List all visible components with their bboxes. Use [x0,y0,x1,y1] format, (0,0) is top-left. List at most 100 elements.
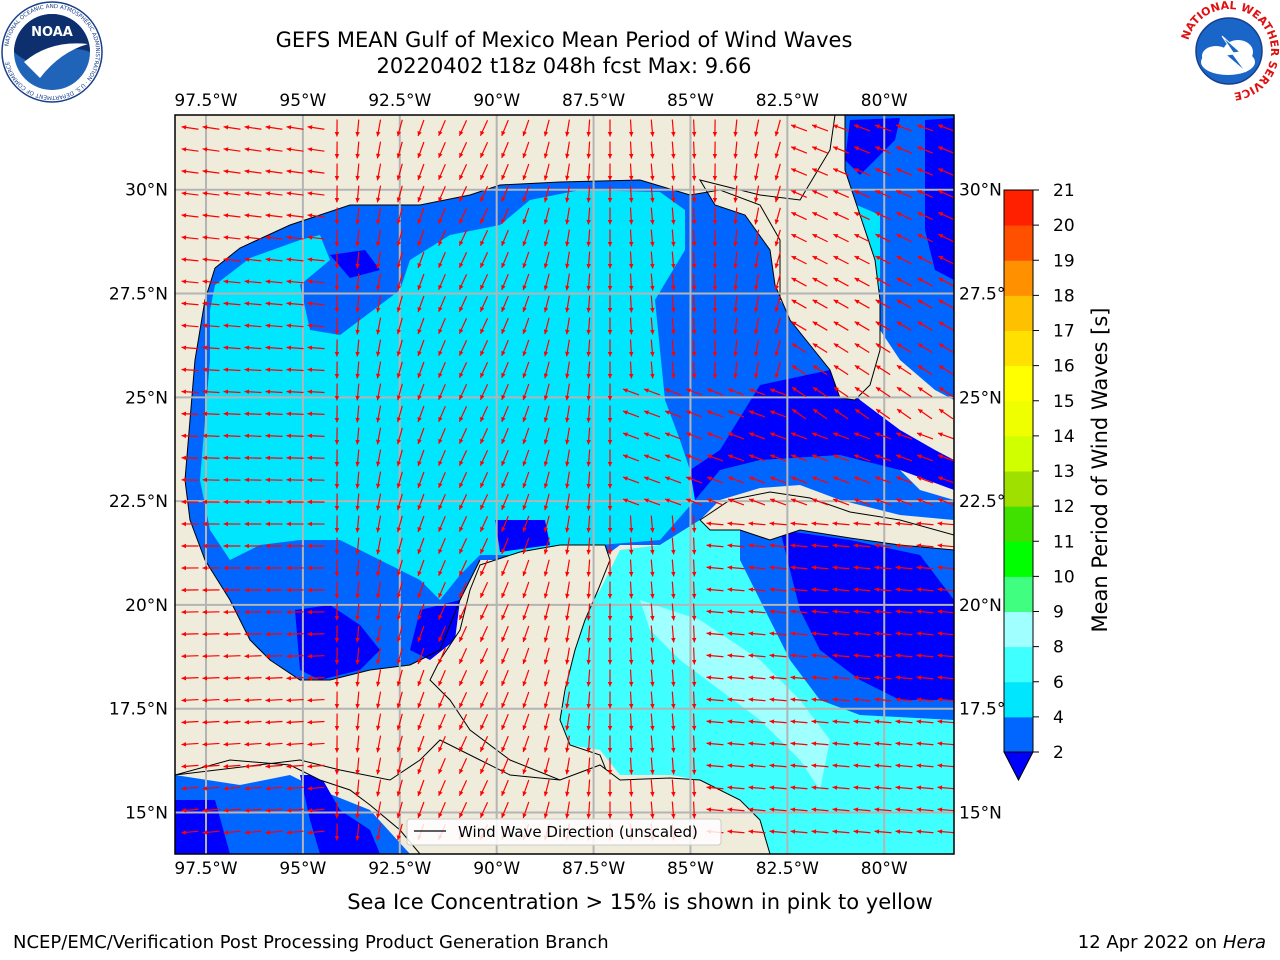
wave-arrow [501,779,509,797]
wave-arrow [628,603,634,621]
map-frame [174,114,955,855]
wave-arrow [790,498,808,506]
wave-arrow [917,408,933,420]
wave-arrow [202,455,220,461]
wave-arrow [586,559,591,577]
wave-arrow [479,648,489,664]
wave-arrow [202,764,220,769]
wave-arrow [811,741,829,746]
wave-arrow [706,432,724,440]
wave-arrow [265,521,283,527]
colorbar-tick-label: 11 [1053,532,1075,552]
wave-arrow [458,472,468,488]
wave-arrow [874,454,892,462]
wave-arrow [417,625,425,643]
wave-arrow [244,609,262,615]
wave-arrow [522,207,530,225]
wave-arrow [286,191,304,196]
wave-arrow [916,609,934,614]
wave-arrow [691,713,697,731]
lon-tick-label: 80°W [861,91,908,111]
wave-arrow [334,339,340,357]
wave-arrow [501,273,509,291]
wave-arrow [244,499,262,505]
lat-tick-label: 20°N [959,596,1002,616]
wave-arrow [875,233,891,243]
wave-arrow [244,455,262,461]
wave-arrow [937,631,954,636]
wave-arrow [586,735,591,753]
wave-arrow [244,719,262,725]
wave-arrow [522,713,530,731]
wave-arrow [202,631,220,637]
wave-arrow [543,669,550,687]
wave-arrow [671,713,676,731]
wave-arrow [501,163,509,181]
wave-arrow [671,559,676,577]
wave-arrow [811,521,829,526]
wave-arrow [727,763,745,768]
wave-arrow [875,343,891,353]
wave-arrow [417,141,425,159]
wave-arrow [727,498,745,506]
wave-arrow [565,295,570,313]
wave-arrow [265,323,283,328]
wave-arrow [355,801,360,819]
wave-arrow [223,830,241,835]
wave-arrow [181,191,199,196]
colorbar-label: Mean Period of Wind Waves [s] [1088,308,1112,633]
wave-arrow [501,361,509,379]
wave-arrow [811,785,829,790]
wave-arrow [832,432,850,440]
wave-arrow [916,587,934,592]
wave-arrow [896,211,912,221]
wave-arrow [376,405,382,423]
wave-arrow [522,163,530,181]
wave-arrow [833,364,849,376]
map-area [175,115,954,854]
wave-arrow [223,301,241,306]
wave-arrow [607,493,613,511]
wave-arrow [586,625,591,643]
wave-arrow [691,735,697,753]
wave-arrow [522,273,530,291]
wave-arrow [628,537,634,555]
wave-arrow [896,321,912,331]
wave-arrow [244,125,262,130]
wave-arrow [628,691,634,709]
wave-arrow [791,211,807,221]
wave-arrow [376,537,382,555]
wave-arrow [334,515,340,533]
wave-arrow [355,625,360,643]
wave-arrow [376,207,382,225]
wave-arrow [916,807,934,812]
wave-arrow [916,190,934,198]
wave-arrow [543,581,550,599]
wave-arrow [853,190,871,198]
wave-arrow [650,361,655,379]
wave-arrow [244,389,262,395]
wave-arrow [396,713,403,731]
wave-arrow [286,521,304,527]
wave-arrow [774,163,781,181]
wave-arrow [937,587,954,592]
wave-arrow [307,543,325,549]
gulf-central-cyan [200,190,695,600]
wave-arrow [916,763,934,768]
wave-arrow [181,455,199,461]
wave-arrow [565,537,570,555]
wave-arrow [522,515,530,533]
wave-arrow [438,801,446,819]
wave-arrow [937,675,954,680]
wave-arrow [916,498,934,506]
wave-arrow [769,543,787,548]
wave-arrow [565,405,570,423]
wave-arrow [438,493,446,511]
wave-arrow [438,537,446,555]
colorbar-tick-label: 17 [1053,322,1075,342]
colorbar-tick-label: 15 [1053,392,1075,412]
colorbar-swatch [1004,190,1033,226]
wave-arrow [937,609,954,614]
wave-arrow [334,801,340,819]
wave-arrow [748,631,766,636]
